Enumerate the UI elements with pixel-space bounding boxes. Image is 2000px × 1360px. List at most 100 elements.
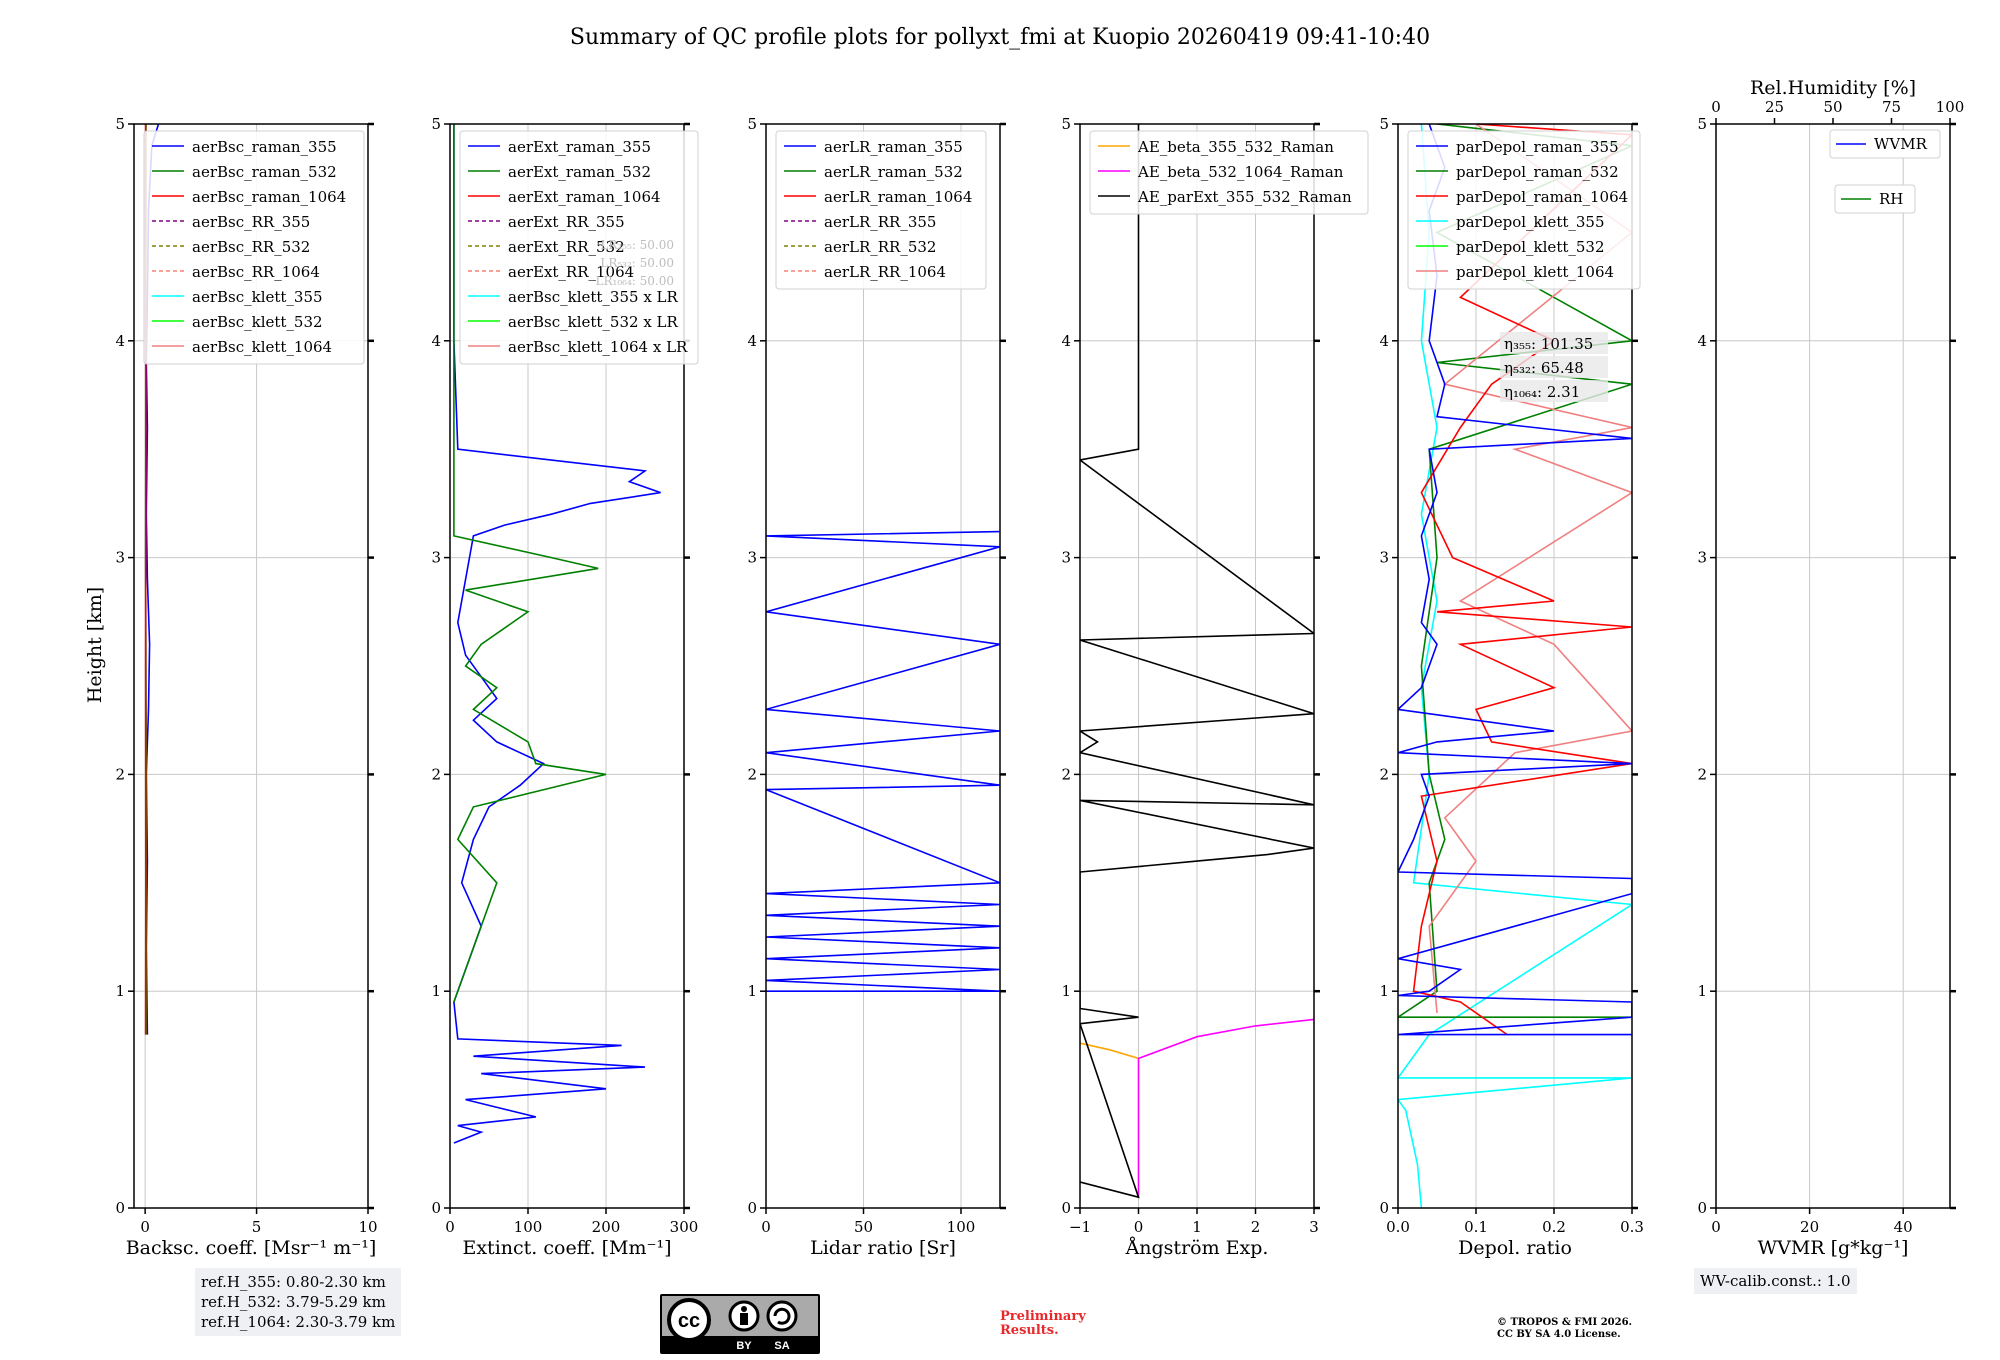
- y-tick-label: 3: [1379, 549, 1389, 567]
- series-group: [1080, 124, 1314, 1199]
- series-group: [1398, 124, 1632, 1208]
- wv-calib-box: WV-calib.const.: 1.0: [1694, 1268, 1857, 1294]
- legend-label: parDepol_klett_532: [1456, 238, 1605, 256]
- top-x-tick-label: 100: [1936, 98, 1965, 116]
- by-label: BY: [736, 1340, 752, 1352]
- y-tick-label: 0: [1061, 1199, 1071, 1217]
- y-tick-label: 4: [115, 332, 125, 350]
- x-axis-label: WVMR [g*kg⁻¹]: [1758, 1237, 1909, 1259]
- preliminary-line-2: Results.: [1000, 1323, 1059, 1338]
- legend-label: aerBsc_RR_355: [192, 213, 310, 231]
- legend-label: aerBsc_RR_532: [192, 238, 310, 256]
- x-axis-label: Depol. ratio: [1458, 1237, 1572, 1259]
- y-tick-label: 0: [115, 1199, 125, 1217]
- legend-label: aerLR_RR_532: [824, 238, 936, 256]
- x-tick-label: 0.0: [1386, 1218, 1410, 1236]
- legend-label: AE_beta_355_532_Raman: [1137, 138, 1334, 156]
- lr-annotation: LR₃₅₅: 50.00: [600, 238, 674, 252]
- panel-depol: 0 1 2 3 4 5 0.0 0.1 0.2 0.3 Depol. ratio parDepol_r…: [1379, 115, 1643, 1259]
- legend-label: parDepol_klett_1064: [1456, 263, 1614, 281]
- top-x-tick-label: 25: [1765, 98, 1784, 116]
- legend-label: aerBsc_RR_1064: [192, 263, 320, 281]
- ref-height-532: ref.H_532: 3.79-5.29 km: [201, 1293, 386, 1311]
- y-tick-label: 4: [1061, 332, 1071, 350]
- x-tick-label: 200: [592, 1218, 621, 1236]
- share-alike-icon: [766, 1300, 798, 1332]
- series-parDepol_klett_355: [1398, 124, 1632, 1208]
- y-tick-label: 3: [747, 549, 757, 567]
- y-tick-label: 3: [1697, 549, 1707, 567]
- legend-box: [459, 130, 699, 365]
- legend-label: aerExt_RR_532: [508, 238, 625, 256]
- y-tick-label: 5: [1379, 115, 1389, 133]
- y-tick-label: 4: [747, 332, 757, 350]
- legend-label: AE_beta_532_1064_Raman: [1137, 163, 1344, 181]
- copyright-line-1: © TROPOS & FMI 2026.: [1497, 1317, 1633, 1328]
- legend-label: aerBsc_klett_532 x LR: [508, 313, 679, 331]
- y-tick-label: 3: [1061, 549, 1071, 567]
- x-tick-label: 20: [1800, 1218, 1819, 1236]
- x-tick-label: 2: [1251, 1218, 1261, 1236]
- x-tick-label: 0: [761, 1218, 771, 1236]
- x-tick-label: 10: [358, 1218, 377, 1236]
- x-tick-label: 40: [1894, 1218, 1913, 1236]
- legend-label: aerExt_RR_1064: [508, 263, 634, 281]
- ref-height-355: ref.H_355: 0.80-2.30 km: [201, 1273, 386, 1291]
- legend-label: aerBsc_klett_1064 x LR: [508, 338, 688, 356]
- axes-frame: [765, 123, 1001, 1209]
- legend-label: RH: [1879, 190, 1903, 208]
- y-tick-label: 1: [115, 982, 125, 1000]
- y-tick-label: 4: [1697, 332, 1707, 350]
- y-tick-label: 0: [1379, 1199, 1389, 1217]
- cc-logo-icon: [667, 1298, 711, 1342]
- legend-box: [143, 130, 365, 365]
- legend-label: aerLR_raman_532: [824, 163, 963, 181]
- eta-annotation: η₅₃₂: 65.48: [1504, 359, 1584, 377]
- series-AE_beta_532_1064_Raman: [1137, 1018, 1314, 1198]
- legend-box: [1829, 129, 1941, 159]
- series-aerExt_raman_532: [453, 124, 607, 1003]
- x-axis-label: Lidar ratio [Sr]: [810, 1237, 956, 1259]
- ref-height-1064: ref.H_1064: 2.30-3.79 km: [201, 1313, 396, 1331]
- lr-annotation: LR₁₀₆₄: 50.00: [596, 274, 674, 288]
- cc-logo-text: cc: [678, 1310, 700, 1332]
- eta-box: [1500, 380, 1608, 402]
- x-tick-label: 100: [514, 1218, 543, 1236]
- sa-label: SA: [774, 1340, 789, 1352]
- preliminary-line-1: Preliminary: [1000, 1309, 1086, 1324]
- x-tick-label: 5: [252, 1218, 262, 1236]
- legend-box: [775, 130, 987, 290]
- x-tick-label: 50: [854, 1218, 873, 1236]
- legend-label: aerExt_raman_1064: [508, 188, 661, 206]
- y-tick-label: 1: [1379, 982, 1389, 1000]
- copyright-line-2: CC BY SA 4.0 License.: [1497, 1329, 1621, 1340]
- legend-label: parDepol_klett_355: [1456, 213, 1605, 231]
- series-group: [766, 530, 1000, 992]
- top-x-tick-label: 50: [1823, 98, 1842, 116]
- series-AE_beta_355_532_Raman: [1080, 1042, 1139, 1060]
- x-tick-label: 0: [140, 1218, 150, 1236]
- y-tick-label: 1: [1697, 982, 1707, 1000]
- legend-label: aerExt_raman_532: [508, 163, 651, 181]
- y-tick-label: 3: [431, 549, 441, 567]
- y-tick-label: 5: [747, 115, 757, 133]
- top-axis-label: Rel.Humidity [%]: [1750, 77, 1916, 99]
- series-parDepol_raman_355: [1398, 124, 1632, 1036]
- eta-annotation: η₁₀₆₄: 2.31: [1504, 383, 1580, 401]
- y-tick-label: 0: [431, 1199, 441, 1217]
- cc-license-badge: cc BY SA: [660, 1294, 820, 1354]
- y-tick-label: 1: [1061, 982, 1071, 1000]
- legend-label: aerBsc_klett_355: [192, 288, 323, 306]
- x-axis-label: Extinct. coeff. [Mm⁻¹]: [462, 1237, 671, 1259]
- legend-label: aerExt_RR_355: [508, 213, 625, 231]
- x-tick-label: 0.1: [1464, 1218, 1488, 1236]
- legend-label: aerLR_RR_355: [824, 213, 936, 231]
- y-tick-label: 0: [747, 1199, 757, 1217]
- x-tick-label: 0: [1711, 1218, 1721, 1236]
- legend-label: aerBsc_raman_1064: [192, 188, 346, 206]
- x-tick-label: 1: [1192, 1218, 1202, 1236]
- copyright-note: © TROPOS & FMI 2026. CC BY SA 4.0 Licens…: [1497, 1317, 1632, 1341]
- legend-label: aerExt_raman_355: [508, 138, 651, 156]
